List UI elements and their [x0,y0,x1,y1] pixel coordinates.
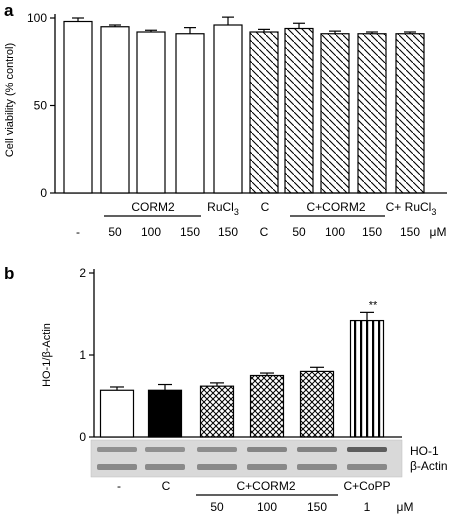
panel-b-bar [99,389,135,438]
panel-b-category-label: 100 [257,500,277,514]
panel-a-bar [100,26,130,194]
panel-b-y-tick-label: 0 [79,430,86,444]
panel-a-group-label-rucl3: RuCl3 [207,200,239,217]
ho1-band [197,447,237,452]
panel-a-group-label-corm2: CORM2 [131,200,175,214]
panel-a-category-labels: - 50 100 150 150 C 50 100 150 150 CORM2 RuCl3 C C+COR… [76,200,446,239]
panel-b-category-labels: HO-1β-Actin - C C+CORM2 C+CoPP 50 100 150 1 μM [117,444,448,514]
ho1-band [145,447,185,452]
panel-a-bars [63,16,425,194]
panel-a-category-label: C [260,225,269,239]
panel-a-letter: a [4,1,14,20]
panel-b-bar [199,385,235,438]
panel-a-bar [136,31,166,194]
panel-b-group-label-c-corm2: C+CORM2 [236,479,295,493]
beta-actin-band [97,464,137,470]
panel-a-bar [63,20,93,194]
beta-actin-band [247,464,287,470]
panel-a-bar [175,33,205,194]
ho1-band [297,447,337,452]
blot-label-ho1: HO-1 [410,444,439,458]
panel-a-bar [284,27,314,194]
beta-actin-band [197,464,237,470]
panel-b-y-tick-label: 1 [79,348,86,362]
panel-b-category-label: - [117,479,121,493]
panel-a-group-label-c-corm2: C+CORM2 [306,200,365,214]
beta-actin-band [297,464,337,470]
panel-a-category-label: 150 [362,225,382,239]
panel-b-bars: ** [99,299,385,438]
panel-a-category-label: 100 [141,225,161,239]
western-blot-image [90,439,403,478]
panel-a-group-label-c: C [261,200,270,214]
panel-b-category-label: C [162,479,171,493]
panel-b-letter: b [4,264,14,283]
ho1-band [97,447,137,452]
blot-label-beta-actin: β-Actin [410,459,448,473]
panel-a-group-label-c-rucl3: C+ RuCl3 [386,200,437,217]
panel-a-bar [320,33,350,194]
panel-b-significance-annotation: ** [369,299,378,311]
panel-b-unit-label: μM [397,500,414,514]
panel-a-y-tick-label: 0 [40,186,47,200]
ho1-band [347,447,387,452]
panel-b-bar [249,374,285,438]
panel-b-ylabel: HO-1/β-Actin [41,323,53,387]
panel-b-bar [349,319,385,438]
ho1-band [247,447,287,452]
panel-b-bar [147,389,183,438]
panel-a-y-tick-label: 50 [34,99,48,113]
beta-actin-band [145,464,185,470]
panel-a-ylabel: Cell viability (% control) [4,43,16,157]
panel-b-bar [299,370,335,438]
beta-actin-band [347,464,387,470]
panel-a-category-label: 100 [325,225,345,239]
panel-a-category-label: - [76,225,80,239]
panel-a-y-tick-label: 100 [27,11,47,25]
panel-a-bar [213,24,243,194]
panel-b-y-tick-label: 2 [79,266,86,280]
panel-a-bar [249,31,279,194]
panel-a-category-label: 50 [108,225,122,239]
panel-b-group-label-c-copp: C+CoPP [343,479,390,493]
panel-a-category-label: 150 [180,225,200,239]
panel-a-unit-label: μM [430,225,447,239]
panel-a-bar [357,33,387,194]
panel-a-category-label: 150 [400,225,420,239]
panel-b-category-label: 150 [307,500,327,514]
panel-b-category-label: 50 [210,500,224,514]
panel-a-category-label: 50 [292,225,306,239]
panel-a-category-label: 150 [218,225,238,239]
panel-a-bar [395,33,425,194]
panel-b-category-label: 1 [364,500,371,514]
